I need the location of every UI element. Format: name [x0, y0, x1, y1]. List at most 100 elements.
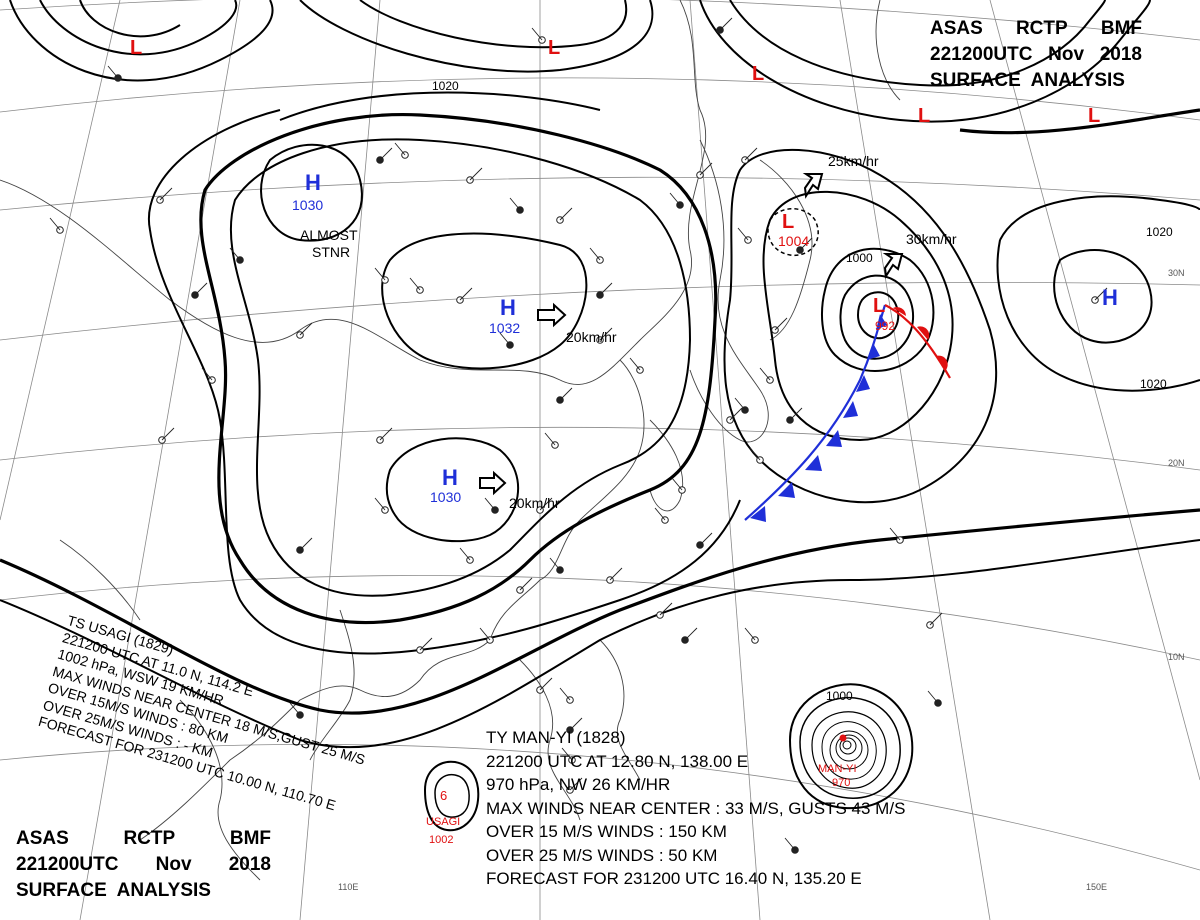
station-wind-barb: [531, 27, 543, 41]
isobar-1020-main: [199, 112, 718, 625]
isobar-manyi-6: [835, 734, 863, 762]
lat-label-10n: 10N: [1168, 652, 1185, 662]
isobar-manyi-4: [821, 721, 877, 780]
high-nw-symbol: H: [305, 170, 321, 195]
manyi-bulletin-line: 970 hPa, NW 26 KM/HR: [486, 775, 671, 794]
station-wind-barb: [107, 65, 119, 79]
header-line-2: 221200UTC Nov 2018: [930, 42, 1142, 68]
motion-arrows: [479, 173, 904, 496]
low-main-pressure: 992: [875, 319, 895, 333]
footer-code: BMF: [229, 828, 271, 849]
station-wind-barb: [1094, 287, 1108, 301]
manyi-bulletin-line: 221200 UTC AT 12.80 N, 138.00 E: [486, 751, 749, 771]
isobar-east-big: [723, 148, 998, 504]
station-wind-barb: [201, 367, 213, 381]
station-wind-barb: [734, 397, 746, 411]
station-wind-barb: [589, 247, 601, 261]
low-label-2: L: [548, 37, 560, 59]
station-wind-barb: [519, 577, 533, 591]
usagi-name: USAGI: [426, 816, 460, 828]
low-label-5: L: [1088, 105, 1100, 127]
station-wind-barb: [749, 447, 761, 461]
header-code: BMF: [1100, 18, 1142, 39]
high-south-pressure: 1030: [430, 489, 461, 505]
header-month: Nov: [1048, 44, 1085, 65]
high-central-motion: 20km/hr: [566, 329, 617, 345]
isobar-nw-corner-2: [39, 0, 238, 56]
station-wind-barb: [409, 277, 421, 291]
manyi-bulletin-line: TY MAN-YI (1828): [486, 728, 626, 747]
manyi-bulletin-line: OVER 25 M/S WINDS : 50 KM: [486, 845, 718, 865]
station-wind-barb: [609, 567, 623, 581]
high-central-symbol: H: [500, 295, 516, 320]
station-wind-barb: [654, 507, 666, 521]
usagi-center-symbol: 6: [440, 788, 447, 803]
station-wind-barb: [561, 747, 573, 761]
isobar-996: [839, 274, 915, 360]
station-wind-barb: [569, 777, 583, 791]
station-wind-barb: [559, 387, 573, 401]
isobar-high-central: [381, 232, 588, 370]
station-wind-barb: [559, 207, 573, 221]
isobar-ne-north: [959, 108, 1200, 135]
station-wind-barb: [394, 142, 406, 156]
footer-line-3: SURFACE ANALYSIS: [16, 880, 211, 901]
station-wind-barb: [499, 332, 511, 346]
station-wind-barb: [599, 327, 613, 341]
station-wind-barb: [159, 187, 173, 201]
station-wind-barb: [599, 282, 613, 296]
high-nw-note-2: STNR: [312, 244, 350, 260]
station-wind-barb: [539, 677, 553, 691]
station-wind-barb: [194, 282, 208, 296]
station-wind-barb: [484, 497, 496, 511]
manyi-bulletin-line: OVER 15 M/S WINDS : 150 KM: [486, 822, 727, 841]
station-wind-barb: [299, 322, 313, 336]
isobar-label-1020-a: 1020: [432, 79, 459, 93]
station-wind-barb: [289, 702, 301, 716]
isobar-ne-corner-2: [729, 0, 1106, 87]
station-wind-barb: [49, 217, 61, 231]
isobar-low-japan: [767, 208, 819, 256]
isobar-manyi-5: [829, 730, 869, 770]
station-wind-barb: [737, 227, 749, 241]
isobar-north-2: [359, 0, 628, 49]
station-wind-barb: [744, 147, 758, 161]
station-wind-barb: [684, 627, 698, 641]
manyi-name: MAN-YI: [818, 763, 857, 775]
station-wind-barb: [379, 147, 393, 161]
isobar-1020-east-high: [996, 195, 1200, 392]
isobar-992: [856, 291, 900, 340]
isobar-outer: [147, 109, 741, 655]
manyi-bulletin-line: MAX WINDS NEAR CENTER : 33 M/S, GUSTS 43…: [486, 798, 906, 818]
station-wind-barb: [509, 197, 521, 211]
header-year: 2018: [1099, 44, 1142, 65]
footer-time: 221200UTC: [16, 854, 119, 875]
station-wind-barb: [374, 267, 386, 281]
header-station: RCTP: [1015, 18, 1068, 39]
low-label-3: L: [752, 63, 764, 85]
station-wind-barb: [929, 612, 943, 626]
lat-label-20n: 20N: [1168, 458, 1185, 468]
station-wind-barb: [889, 527, 901, 541]
station-wind-barb: [729, 407, 743, 421]
station-wind-barb: [544, 432, 556, 446]
station-wind-barb: [419, 637, 433, 651]
station-wind-barb: [559, 687, 571, 701]
station-wind-barb: [549, 557, 561, 571]
lat-label-30n: 30N: [1168, 268, 1185, 278]
chart-header-top: ASAS RCTP BMF 221200UTC Nov 2018 SURFACE…: [930, 16, 1142, 94]
coastlines: [0, 0, 901, 881]
header-agency: ASAS: [930, 18, 983, 39]
station-wind-barb: [669, 192, 681, 206]
isobar-labels: 1020 1020 1020 1020 1000 1000: [432, 79, 1173, 703]
chart-header-bottom: ASAS RCTP BMF 221200UTC Nov 2018 SURFACE…: [16, 826, 271, 904]
footer-month: Nov: [155, 854, 192, 875]
isobar-manyi-3: [811, 711, 887, 789]
header-line-3: SURFACE ANALYSIS: [930, 70, 1125, 91]
footer-agency: ASAS: [16, 828, 69, 849]
station-wind-barb: [744, 627, 756, 641]
isobar-high-south: [385, 437, 519, 543]
isobar-east-high-inner: [1053, 249, 1153, 344]
isobar-nw-corner: [9, 0, 274, 82]
